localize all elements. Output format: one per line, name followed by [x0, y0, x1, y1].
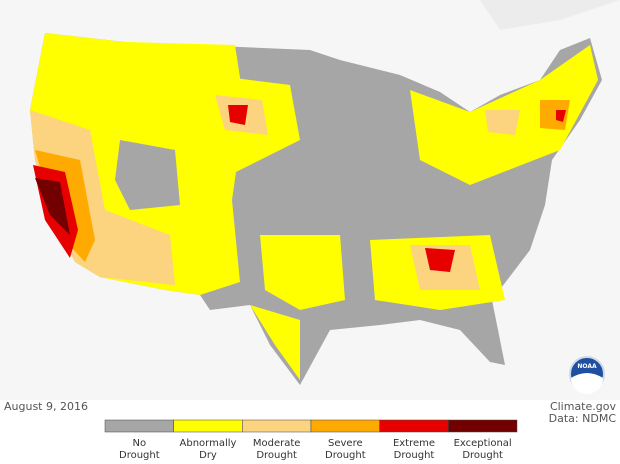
data-credit: Data: NDMC — [549, 412, 617, 425]
legend-label: Abnormally — [180, 438, 237, 449]
legend-label: Drought — [325, 450, 366, 461]
legend-label: Drought — [256, 450, 297, 461]
legend-swatch — [173, 419, 243, 433]
noaa-logo: NOAA — [569, 356, 605, 394]
legend-label: Exceptional — [454, 438, 512, 449]
date: August 9, 2016 — [4, 400, 88, 413]
legend-swatch — [310, 419, 380, 433]
source: Climate.gov — [550, 400, 617, 413]
legend-swatch — [104, 419, 174, 433]
dry-texas-oklahoma — [260, 235, 345, 310]
extreme-montana — [228, 105, 248, 125]
legend-swatch — [379, 419, 449, 433]
legend-label: Extreme — [393, 438, 435, 449]
legend-label: Moderate — [253, 438, 301, 449]
legend-label: Drought — [394, 450, 435, 461]
us-map — [30, 33, 602, 385]
extreme-southeast — [425, 248, 455, 272]
logo-wave — [571, 373, 603, 394]
severe-new-england — [540, 100, 570, 130]
legend-label: Drought — [119, 450, 160, 461]
gray-nevada-utah — [115, 140, 180, 210]
moderate-new-york — [485, 110, 520, 135]
legend-label: Severe — [328, 438, 363, 449]
legend-swatch — [448, 419, 518, 433]
legend-label: Dry — [199, 450, 217, 461]
legend: NoDroughtAbnormallyDryModerateDroughtSev… — [104, 419, 518, 461]
legend-swatch — [242, 419, 312, 433]
extreme-new-england — [556, 110, 566, 122]
exceptional-california — [35, 178, 70, 235]
legend-label: No — [133, 438, 147, 449]
logo-text: NOAA — [577, 363, 597, 370]
dry-south-texas — [250, 305, 300, 380]
legend-label: Drought — [462, 450, 503, 461]
